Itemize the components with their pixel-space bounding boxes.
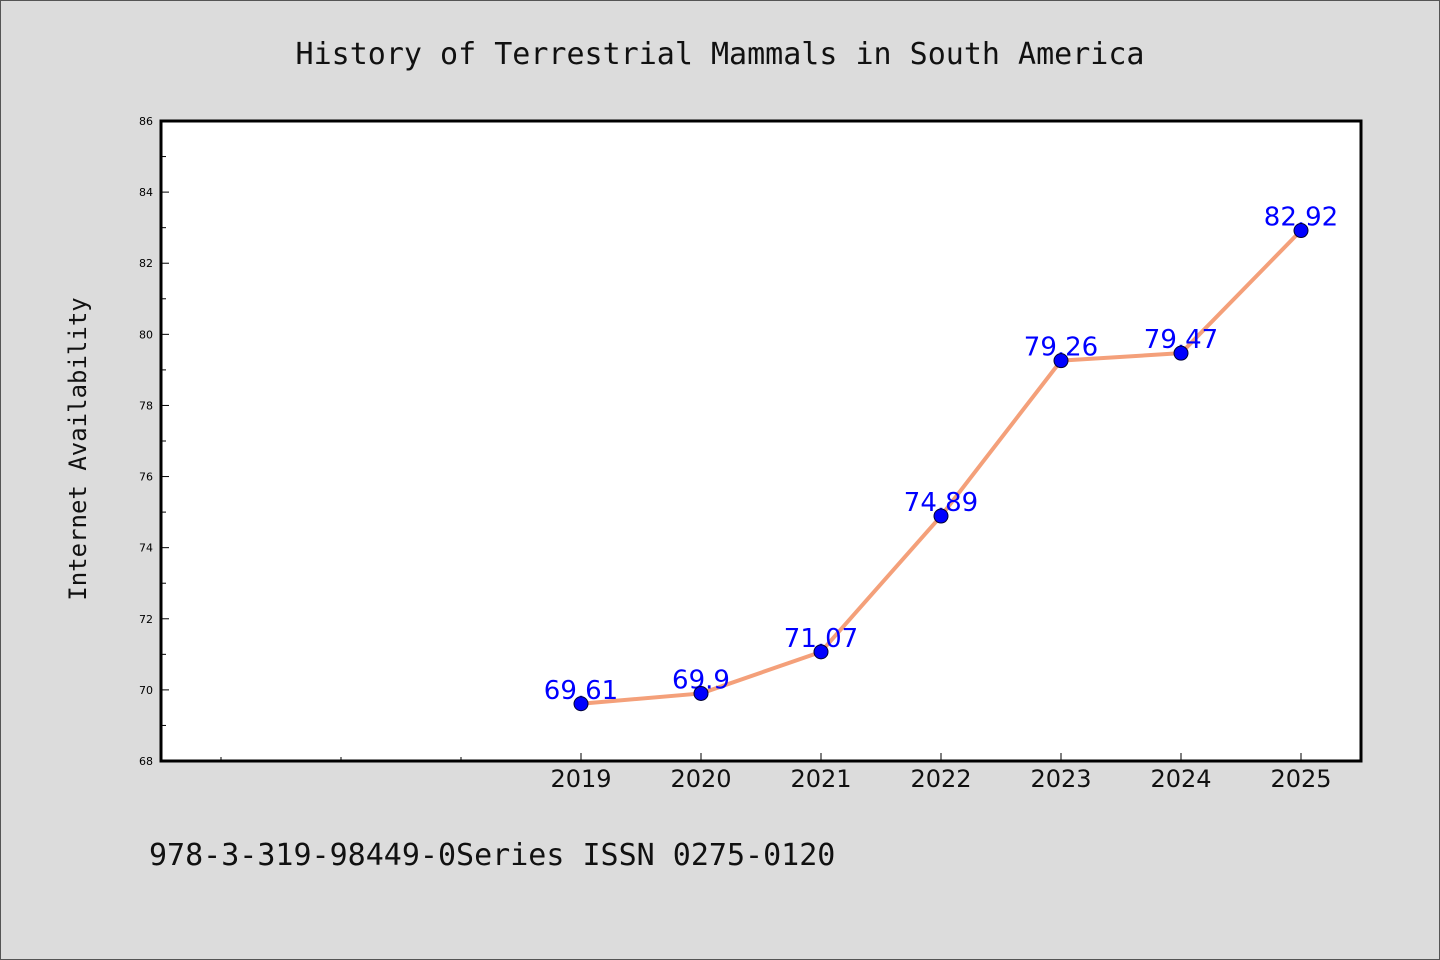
data-point (573, 696, 589, 712)
x-tick-label: 2023 (1030, 765, 1091, 793)
x-tick-label: 2019 (550, 765, 611, 793)
y-tick-label: 80 (139, 328, 153, 341)
y-tick-label: 76 (139, 471, 153, 484)
data-point (1293, 223, 1309, 239)
data-point (933, 508, 949, 524)
y-axis: 68 70 72 74 76 78 80 82 84 86 (139, 115, 169, 768)
data-point (1173, 345, 1189, 361)
y-tick-label: 70 (139, 684, 153, 697)
y-tick-label: 78 (139, 399, 153, 412)
y-tick-label: 84 (139, 186, 153, 199)
y-tick-label: 86 (139, 115, 153, 128)
data-point (693, 685, 709, 701)
y-tick-label: 68 (139, 755, 153, 768)
data-point (1053, 353, 1069, 369)
x-tick-label: 2020 (670, 765, 731, 793)
x-tick-label: 2021 (790, 765, 851, 793)
y-tick-label: 74 (139, 542, 153, 555)
y-tick-label: 82 (139, 257, 153, 270)
footer-text: 978-3-319-98449-0Series ISSN 0275-0120 (149, 838, 835, 873)
y-tick-label: 72 (139, 613, 153, 626)
chart-title: History of Terrestrial Mammals in South … (296, 37, 1145, 72)
plot-area (159, 119, 1363, 763)
x-tick-label: 2024 (1150, 765, 1211, 793)
x-tick-label: 2022 (910, 765, 971, 793)
x-tick-label: 2025 (1270, 765, 1331, 793)
data-point (813, 644, 829, 660)
y-axis-label: Internet Availability (64, 297, 92, 600)
x-axis: 2019 2020 2021 2022 2023 2024 2025 (220, 753, 1332, 793)
